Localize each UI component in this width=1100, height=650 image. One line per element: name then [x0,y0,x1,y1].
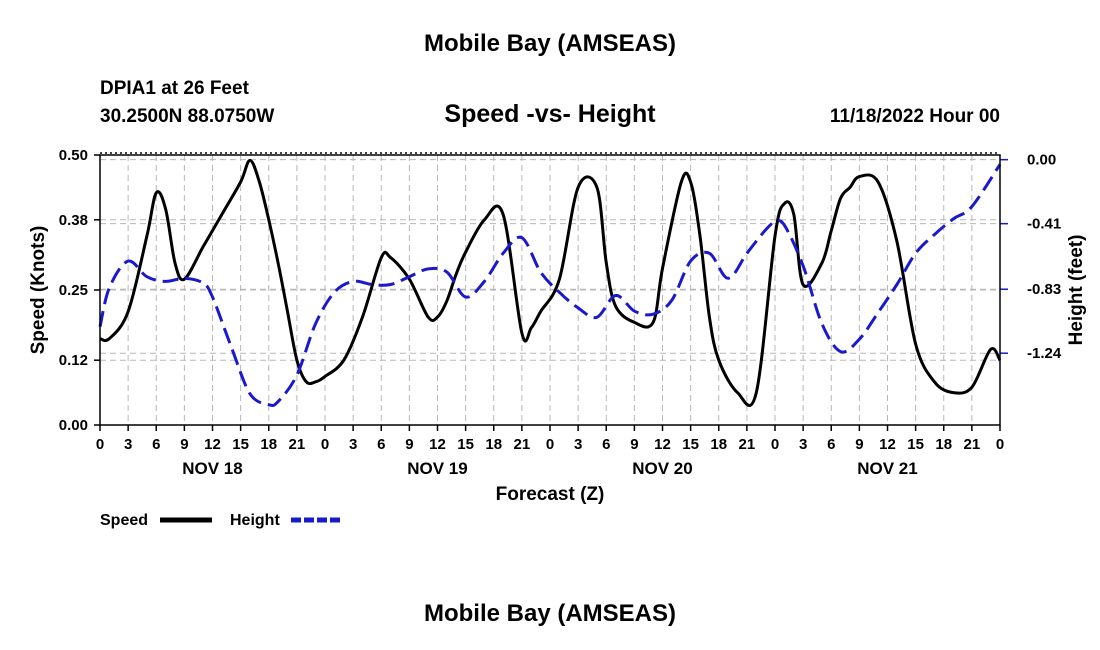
y2-tick-label: -0.41 [1027,216,1061,233]
x-tick-label: 12 [654,436,671,453]
x-tick-label: 12 [204,436,221,453]
x-tick-label: 6 [152,436,160,453]
y-tick-label: 0.50 [59,147,88,164]
day-label: NOV 21 [857,459,917,478]
y2-axis-label: Height (feet) [1066,235,1087,346]
chart-legend: Speed Height [100,512,343,529]
x-tick-label: 9 [180,436,188,453]
x-tick-label: 6 [377,436,385,453]
chart-series [98,158,1002,408]
x-tick-label: 0 [546,436,554,453]
station-coordinates: 30.2500N 88.0750W [100,106,275,127]
x-tick-label: 6 [602,436,610,453]
y2-tick-label: -1.24 [1027,345,1062,362]
x-tick-label: 9 [405,436,413,453]
x-tick-label: 12 [879,436,896,453]
x-tick-label: 12 [429,436,446,453]
x-tick-label: 15 [232,436,249,453]
x-tick-label: 0 [996,436,1004,453]
series-line-speed [99,158,1002,407]
legend-speed-label: Speed [100,512,148,529]
bottom-title: Mobile Bay (AMSEAS) [423,600,677,627]
day-label: NOV 18 [182,459,242,478]
y2-tick-label: -0.83 [1027,281,1061,298]
forecast-date: 11/18/2022 Hour 00 [829,106,1000,127]
x-tick-label: 21 [964,436,981,453]
top-title: Mobile Bay (AMSEAS) [423,30,677,57]
x-tick-label: 9 [630,436,638,453]
x-tick-label: 15 [457,436,474,453]
x-tick-label: 6 [827,436,835,453]
x-tick-label: 0 [771,436,779,453]
chart-grid [100,155,1000,425]
x-tick-label: 3 [349,436,357,453]
left-axis-ticks: 0.00 0.12 0.25 0.38 0.50 [59,147,100,434]
x-tick-label: 21 [514,436,531,453]
x-tick-label: 15 [907,436,924,453]
station-label: DPIA1 at 26 Feet [100,78,249,99]
x-tick-label: 21 [289,436,306,453]
x-tick-label: 15 [682,436,699,453]
y2-tick-label: 0.00 [1027,152,1056,169]
x-tick-label: 0 [321,436,329,453]
x-tick-label: 3 [799,436,807,453]
y-tick-label: 0.00 [59,417,88,434]
x-tick-label: 18 [935,436,952,453]
x-tick-label: 9 [855,436,863,453]
speed-height-chart: 0.00 -0.41 -0.83 -1.24 0 3 6 9 12 15 18 21 0 3 6 9 12 15… [28,147,1087,529]
x-tick-label: 21 [739,436,756,453]
day-labels: NOV 18 NOV 19 NOV 20 NOV 21 [182,459,917,478]
y-axis-label: Speed (Knots) [28,226,49,355]
legend-height-label: Height [230,512,280,529]
y-tick-label: 0.38 [59,212,88,229]
chart-subtitle: Speed -vs- Height [444,100,656,128]
x-tick-label: 3 [574,436,582,453]
y-tick-label: 0.25 [59,282,88,299]
x-axis-ticks: 0 3 6 9 12 15 18 21 0 3 6 9 12 15 18 21 0 3 6 9 12 15 18 21 0 3 6 9… [96,425,1004,453]
x-axis-label: Forecast (Z) [496,484,605,505]
x-tick-label: 3 [124,436,132,453]
x-tick-label: 18 [710,436,727,453]
x-tick-label: 18 [260,436,277,453]
y-tick-label: 0.12 [59,352,88,369]
day-label: NOV 20 [632,459,692,478]
x-tick-label: 18 [485,436,502,453]
day-label: NOV 19 [407,459,467,478]
right-axis-ticks: 0.00 -0.41 -0.83 -1.24 [1000,152,1062,362]
series-line-height [98,163,1002,408]
x-tick-label: 0 [96,436,104,453]
